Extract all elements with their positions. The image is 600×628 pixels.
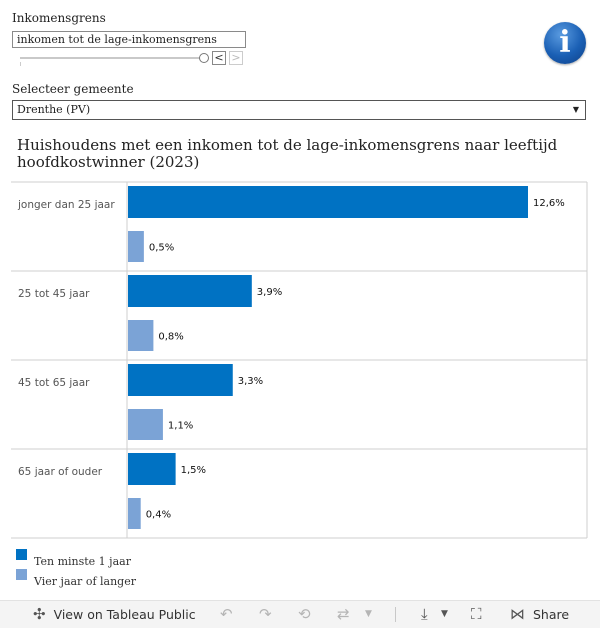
bar-2 xyxy=(128,320,154,351)
filter-slider-knob[interactable] xyxy=(199,53,209,63)
bar-1 xyxy=(128,186,528,218)
view-on-tableau-public-label: View on Tableau Public xyxy=(53,607,196,622)
next-value-button[interactable]: > xyxy=(229,51,243,65)
data-label: 0,8% xyxy=(158,332,183,343)
bar-chart: jonger dan 25 jaar 12,6% 0,5% 25 tot 45 jaa… xyxy=(11,181,588,539)
data-label: 0,4% xyxy=(146,510,171,521)
bar-2 xyxy=(128,409,163,440)
category-label: 45 tot 65 jaar xyxy=(18,377,90,389)
bar-1 xyxy=(128,364,233,396)
data-label: 1,1% xyxy=(168,421,193,432)
data-label: 3,3% xyxy=(238,376,263,387)
bar-1 xyxy=(128,453,176,485)
bar-2 xyxy=(128,231,144,262)
download-icon[interactable]: ⤓ xyxy=(421,605,428,623)
category-label: jonger dan 25 jaar xyxy=(17,199,115,211)
filter-slider-tick xyxy=(20,62,21,66)
filter-title: Inkomensgrens xyxy=(12,11,106,25)
bar-2 xyxy=(128,498,141,529)
refresh-dropdown-icon[interactable]: ▼ xyxy=(365,609,372,619)
share-label: Share xyxy=(532,607,570,622)
data-label: 1,5% xyxy=(181,465,206,476)
income-threshold-input[interactable]: inkomen tot de lage-inkomensgrens xyxy=(12,31,246,48)
share-button[interactable]: ⋈ Share xyxy=(510,601,569,628)
chevron-down-icon: ▼ xyxy=(572,105,579,114)
bar-1 xyxy=(128,275,252,307)
category-label: 25 tot 45 jaar xyxy=(18,288,90,300)
view-on-tableau-public-button[interactable]: ✣ View on Tableau Public xyxy=(33,601,196,628)
legend-swatch-series-1 xyxy=(16,549,27,560)
share-icon: ⋈ xyxy=(510,605,525,623)
category-label: 65 jaar of ouder xyxy=(18,466,103,478)
revert-icon[interactable]: ⟲ xyxy=(298,605,311,623)
municipality-select-value: Drenthe (PV) xyxy=(17,103,91,116)
tableau-toolbar: ✣ View on Tableau Public ↶ ↷ ⟲ ⇄ ▼ ⤓ ▼ ⛶… xyxy=(0,600,600,628)
data-label: 3,9% xyxy=(257,287,282,298)
legend-label-series-1: Ten minste 1 jaar xyxy=(34,555,131,568)
legend-swatch-series-2 xyxy=(16,569,27,580)
chart-title: Huishoudens met een inkomen tot de lage-… xyxy=(17,136,558,171)
data-label: 0,5% xyxy=(149,243,174,254)
filter-slider-track[interactable] xyxy=(20,57,204,59)
toolbar-divider xyxy=(395,607,396,622)
legend-label-series-2: Vier jaar of langer xyxy=(34,575,136,588)
data-label: 12,6% xyxy=(533,198,565,209)
tableau-icon: ✣ xyxy=(33,605,46,623)
redo-icon[interactable]: ↷ xyxy=(259,605,272,623)
refresh-icon[interactable]: ⇄ xyxy=(337,605,350,623)
municipality-select[interactable]: Drenthe (PV) ▼ xyxy=(12,100,586,120)
municipality-select-title: Selecteer gemeente xyxy=(12,82,134,96)
download-dropdown-icon[interactable]: ▼ xyxy=(441,609,448,619)
undo-icon[interactable]: ↶ xyxy=(220,605,233,623)
info-icon[interactable]: i xyxy=(544,22,586,64)
fullscreen-icon[interactable]: ⛶ xyxy=(471,605,482,623)
previous-value-button[interactable]: < xyxy=(212,51,226,65)
